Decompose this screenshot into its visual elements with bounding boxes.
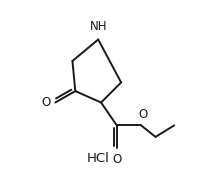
Text: O: O: [138, 108, 147, 121]
Text: HCl: HCl: [87, 152, 110, 165]
Text: NH: NH: [89, 20, 107, 33]
Text: O: O: [112, 153, 122, 166]
Text: O: O: [42, 96, 51, 109]
